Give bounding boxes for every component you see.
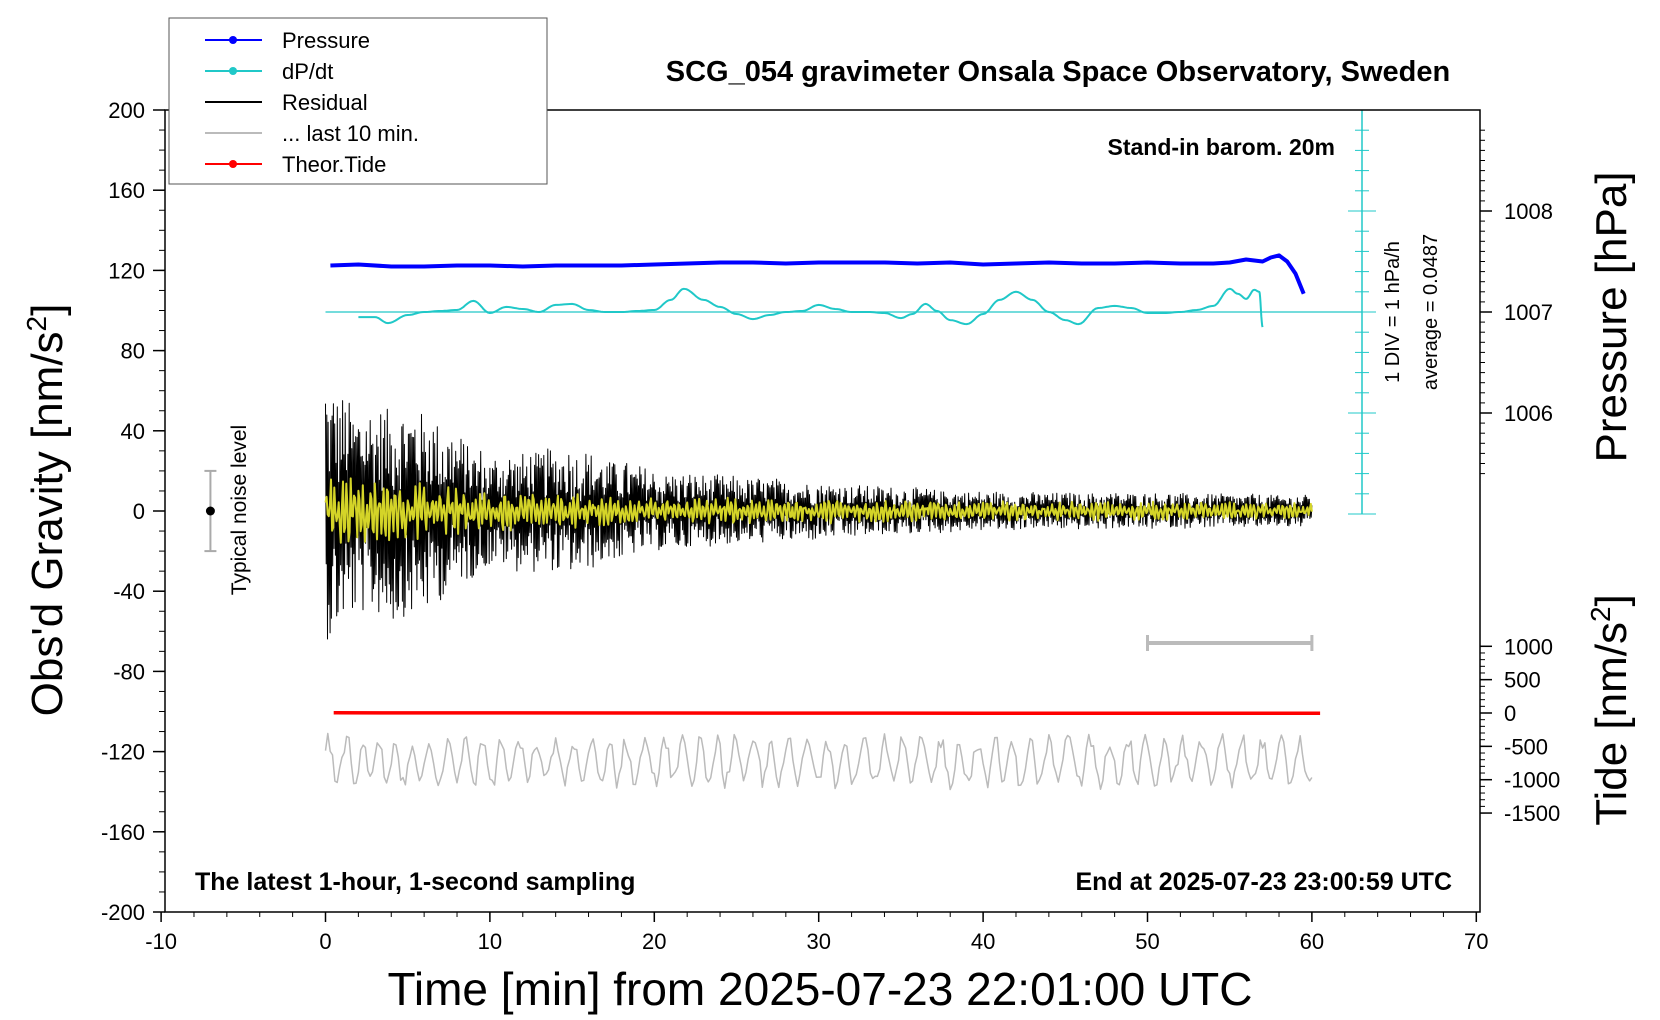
legend-label: Residual: [282, 90, 368, 115]
x-tick-label: 30: [806, 929, 830, 954]
y-tick-label: 120: [108, 258, 145, 283]
y-tick-label: -160: [101, 820, 145, 845]
barometer-note: Stand-in barom. 20m: [1108, 134, 1335, 160]
bottom-left-note: The latest 1-hour, 1-second sampling: [195, 868, 635, 896]
legend-label: Pressure: [282, 28, 370, 53]
legend-marker: [229, 160, 237, 168]
left-axis-title-end: ]: [23, 304, 72, 316]
tide-tick-label: -500: [1504, 734, 1548, 759]
legend-marker: [229, 36, 237, 44]
pressure-axis-title: Pressure [hPa]: [1587, 171, 1636, 462]
x-tick-label: -10: [145, 929, 177, 954]
left-axis-ticks: 200 160 120 80 40 0 -40 -80 -120 -160 -200: [101, 98, 165, 925]
tide-tick-label: 0: [1504, 701, 1516, 726]
pressure-tick-label: 1008: [1504, 199, 1553, 224]
pressure-tick-label: 1007: [1504, 300, 1553, 325]
filtered-residual-line: [324, 477, 1313, 544]
tide-line: [333, 711, 1321, 716]
y-tick-label: -200: [101, 900, 145, 925]
x-axis-ticks: -10 0 10 20 30 40 50 60 70: [145, 912, 1489, 954]
series-layer: [204, 109, 1376, 791]
div-label: 1 DIV = 1 hPa/h: [1382, 241, 1404, 383]
left-axis-title-text: Obs'd Gravity [nm/s: [23, 331, 72, 716]
left-axis-title: Obs'd Gravity [nm/s2]: [21, 304, 72, 717]
y-tick-label: -40: [113, 579, 145, 604]
tide-tick-label: -1500: [1504, 801, 1560, 826]
y-tick-label: 160: [108, 178, 145, 203]
y-tick-label: 40: [121, 419, 145, 444]
legend-label: dP/dt: [282, 59, 333, 84]
noise-point: [205, 506, 215, 516]
tide-axis-title-end: ]: [1587, 594, 1636, 606]
left-axis-title-sup: 2: [21, 316, 52, 332]
x-tick-label: 70: [1464, 929, 1488, 954]
y-tick-label: 200: [108, 98, 145, 123]
x-tick-label: 20: [642, 929, 666, 954]
tide-tick-label: -1000: [1504, 768, 1560, 793]
y-tick-label: 80: [121, 339, 145, 364]
chart-title: SCG_054 gravimeter Onsala Space Observat…: [666, 56, 1450, 88]
tide-tick-label: 1000: [1504, 634, 1553, 659]
x-tick-label: 60: [1300, 929, 1324, 954]
x-tick-label: 40: [971, 929, 995, 954]
x-tick-label: 10: [478, 929, 502, 954]
noise-label: Typical noise level: [228, 425, 251, 595]
right-axis-ticks: 1008 1007 1006 1000 500 0 -500 -1000 -1500: [1480, 129, 1560, 826]
legend: Pressure dP/dt Residual ... last 10 min. The…: [168, 17, 548, 185]
y-tick-label: -80: [113, 659, 145, 684]
x-tick-label: 0: [319, 929, 331, 954]
legend-box: [168, 17, 548, 185]
pressure-line: [330, 253, 1306, 295]
y-tick-label: -120: [101, 740, 145, 765]
last-10-min-line: [324, 732, 1313, 791]
legend-marker: [229, 67, 237, 75]
legend-label: ... last 10 min.: [282, 121, 419, 146]
x-tick-label: 50: [1135, 929, 1159, 954]
tide-axis-title-sup: 2: [1585, 606, 1616, 622]
legend-label: Theor.Tide: [282, 152, 386, 177]
bottom-right-note: End at 2025-07-23 23:00:59 UTC: [1075, 868, 1452, 896]
average-label: average = 0.0487: [1420, 234, 1442, 390]
pressure-tick-label: 1006: [1504, 401, 1553, 426]
tide-axis-title: Tide [nm/s2]: [1585, 594, 1636, 826]
tide-axis-title-text: Tide [nm/s: [1587, 622, 1636, 826]
tide-tick-label: 500: [1504, 668, 1541, 693]
y-tick-label: 0: [133, 499, 145, 524]
legend-entries: Pressure dP/dt Residual ... last 10 min. The…: [205, 28, 419, 177]
dpdt-line: [358, 287, 1264, 328]
x-axis-title: Time [min] from 2025-07-23 22:01:00 UTC: [388, 963, 1253, 1015]
